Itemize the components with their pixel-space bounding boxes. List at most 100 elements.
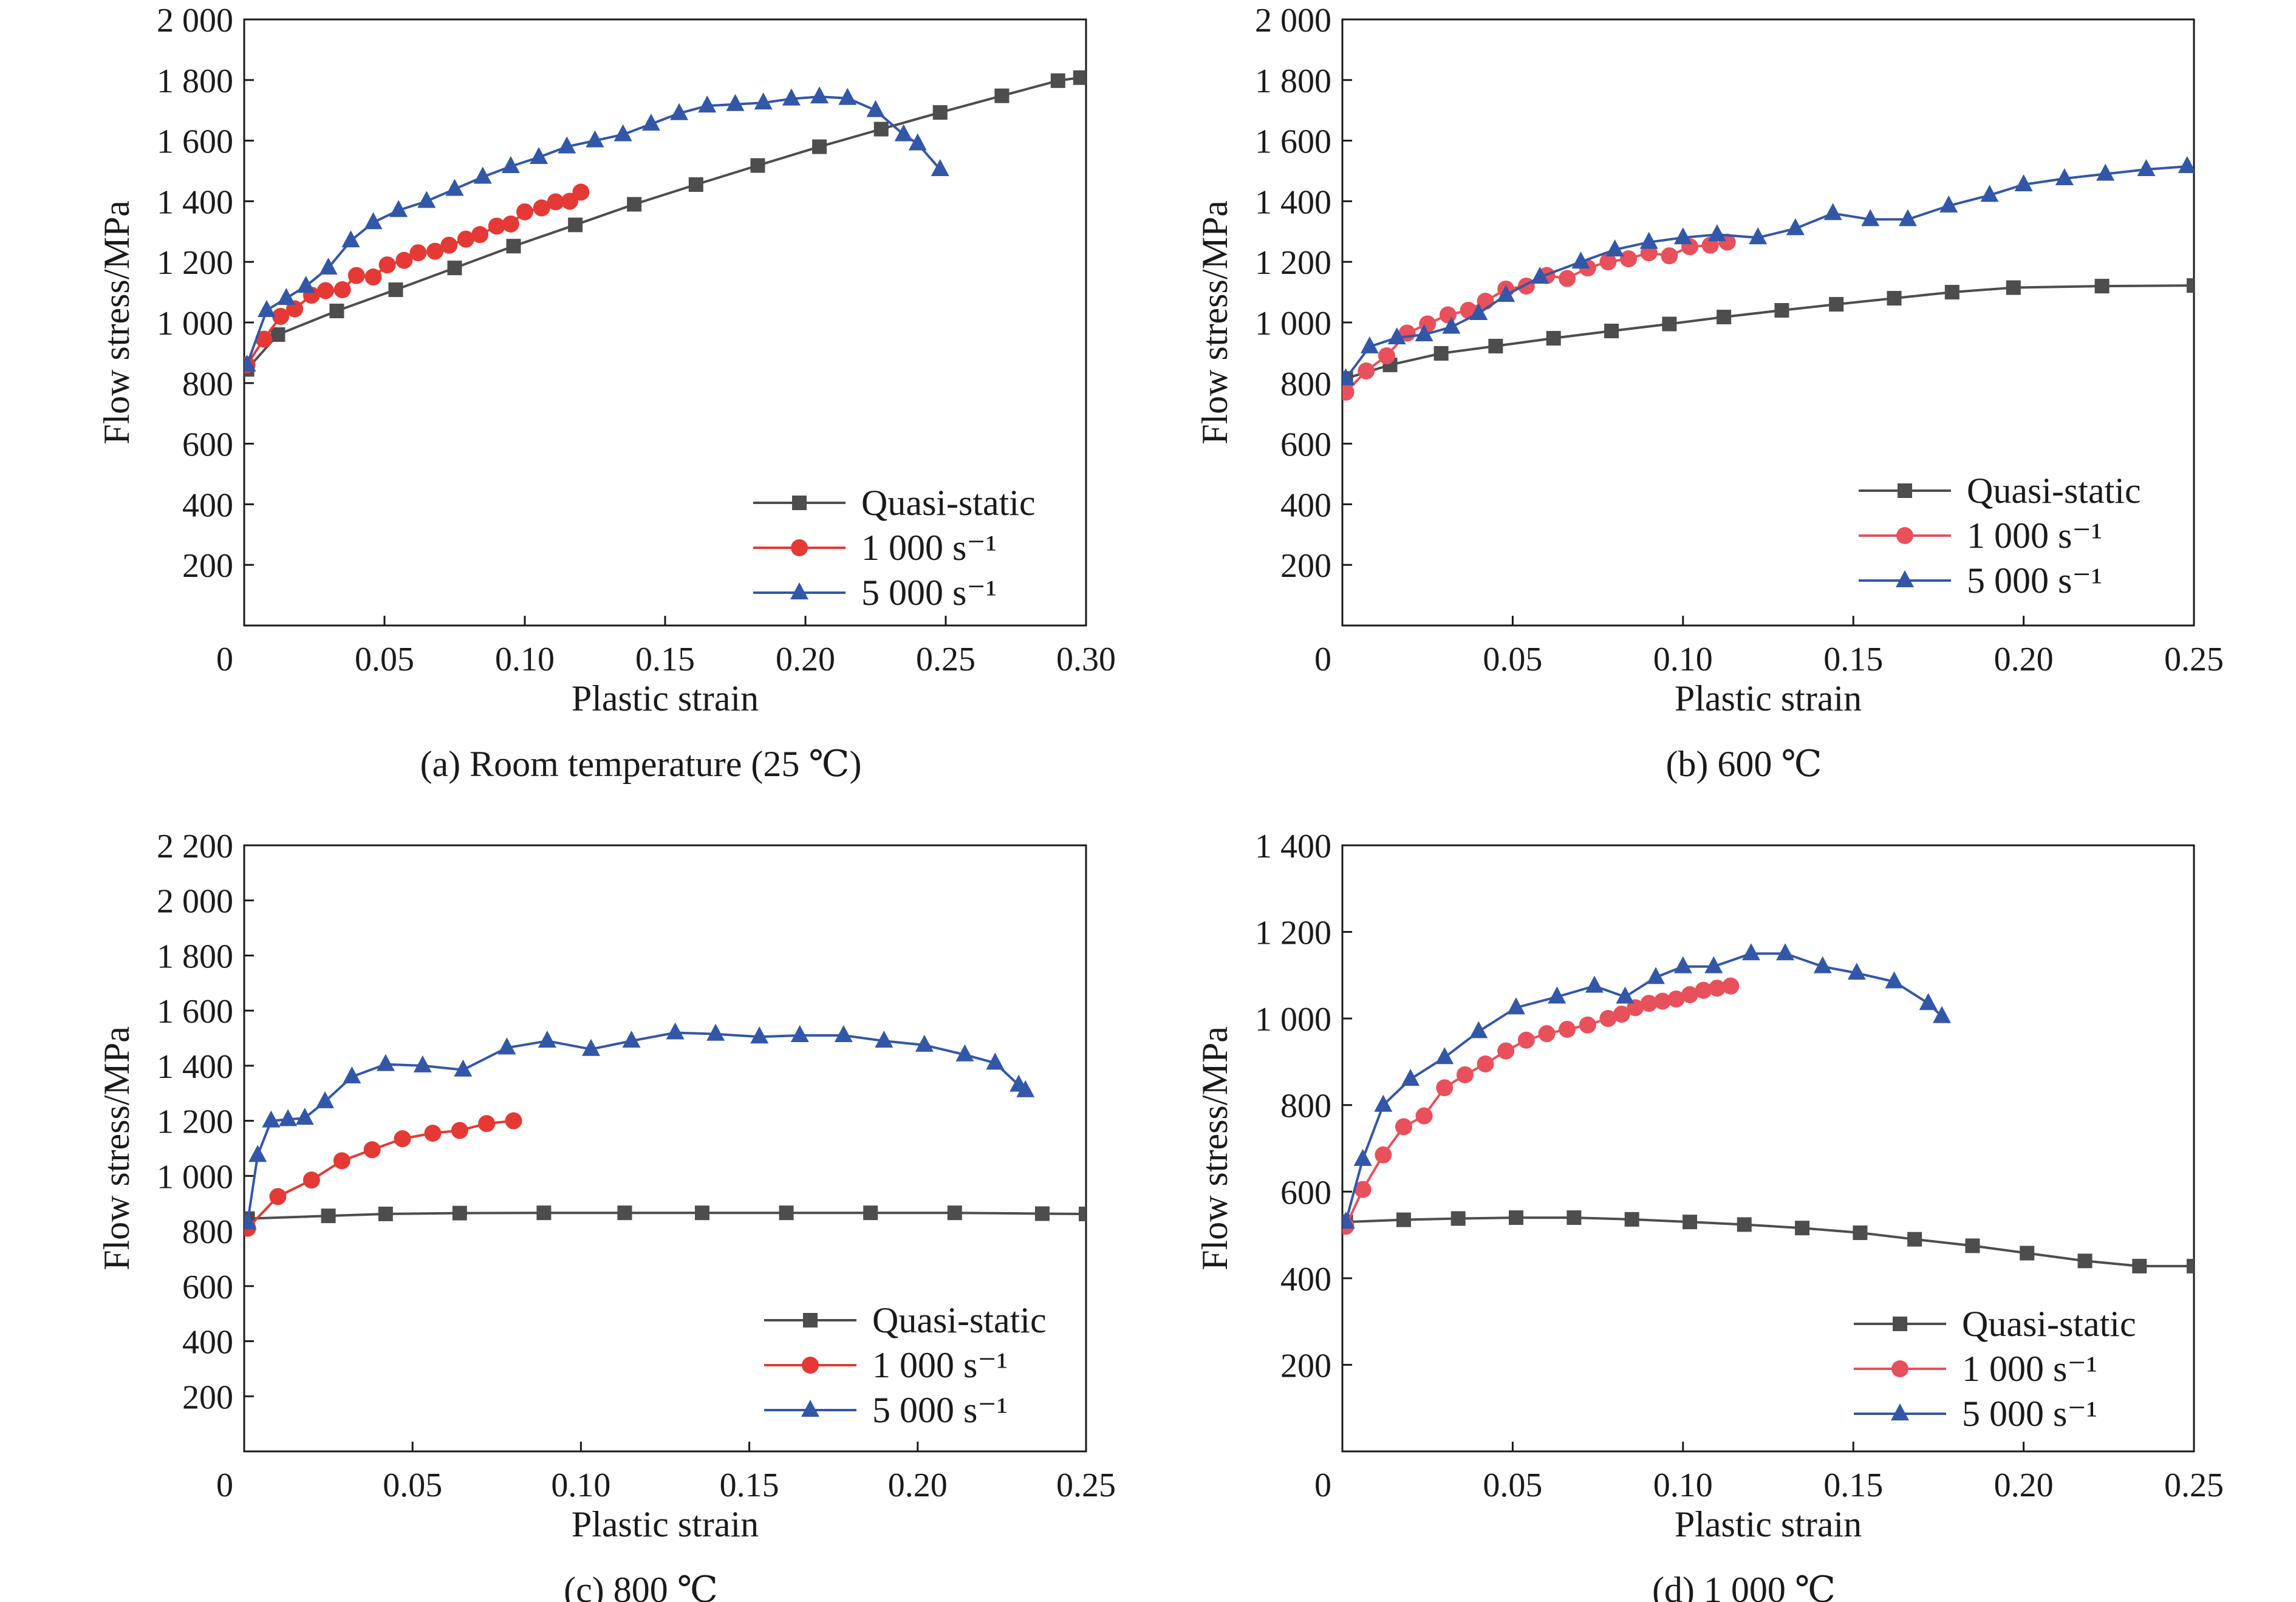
y-tick-label: 200 — [182, 1379, 233, 1416]
x-tick-label: 0.20 — [776, 641, 835, 678]
x-tick-label: 0 — [1314, 641, 1331, 678]
data-point-square — [1433, 346, 1449, 361]
data-point-triangle — [1898, 209, 1917, 227]
data-point-triangle — [726, 94, 745, 111]
data-point-triangle — [613, 124, 632, 141]
y-tick-label: 200 — [1280, 547, 1331, 585]
data-point-triangle — [670, 103, 689, 120]
data-point-square — [447, 261, 462, 276]
data-point-square — [1965, 1238, 1980, 1253]
data-point-circle — [1395, 1118, 1412, 1136]
legend-label: 5 000 s⁻¹ — [1962, 1394, 2097, 1434]
legend-label: 5 000 s⁻¹ — [872, 1390, 1008, 1430]
x-axis-label: Plastic strain — [572, 1504, 759, 1544]
x-tick-label: 0.10 — [551, 1467, 610, 1504]
y-tick-label: 400 — [1280, 1261, 1331, 1298]
data-point-square — [1887, 291, 1902, 306]
data-point-square — [1567, 1210, 1582, 1225]
y-tick-label: 1 200 — [157, 1103, 233, 1141]
data-point-circle — [364, 268, 382, 286]
data-point-triangle — [1885, 971, 1904, 989]
data-point-triangle — [1342, 368, 1355, 386]
data-point-square — [388, 282, 403, 298]
data-point-triangle — [1387, 327, 1406, 344]
legend-marker-square — [792, 496, 807, 510]
y-axis-label: Flow stress/MPa — [97, 1026, 137, 1270]
data-point-circle — [1620, 250, 1638, 268]
series-circle — [244, 1112, 522, 1237]
data-point-triangle — [2096, 163, 2115, 181]
data-point-triangle — [1980, 185, 1999, 202]
data-point-circle — [1415, 1107, 1433, 1125]
data-point-triangle — [257, 300, 276, 318]
y-tick-label: 200 — [182, 547, 233, 585]
data-point-triangle — [2178, 156, 2194, 174]
data-point-circle — [1378, 347, 1395, 364]
legend: Quasi-static 1 000 s⁻¹ 5 000 s⁻¹ — [753, 483, 1036, 613]
x-tick-label: 0 — [1314, 1467, 1331, 1504]
data-point-triangle — [834, 1025, 853, 1043]
data-point-triangle — [1919, 993, 1938, 1011]
data-point-circle — [302, 1171, 320, 1189]
data-point-square — [1624, 1212, 1639, 1227]
data-point-triangle — [1360, 336, 1379, 353]
data-point-square — [321, 1208, 336, 1224]
chart-panel-b: 200 400 600 800 1 000 1 200 1 400 1 600 1 800 2 0… — [1195, 2, 2224, 784]
legend-marker-circle — [802, 1357, 819, 1374]
x-tick-label: 0.30 — [1056, 641, 1116, 678]
x-tick-label: 0.15 — [1823, 641, 1883, 678]
x-tick-label: 0.25 — [2164, 641, 2224, 678]
panel-caption: (d) 1 000 ℃ — [1652, 1570, 1836, 1602]
data-point-triangle — [1016, 1080, 1035, 1097]
data-point-square — [1944, 285, 1959, 300]
series-line — [1344, 984, 1731, 1227]
data-point-circle — [269, 1188, 287, 1205]
y-tick-label: 1 600 — [157, 123, 233, 161]
data-point-triangle — [262, 1110, 281, 1128]
data-point-triangle — [1435, 1047, 1454, 1065]
data-point-square — [1683, 1215, 1698, 1230]
series-triangle — [1342, 156, 2194, 386]
data-point-square — [1717, 310, 1732, 325]
data-point-triangle — [1497, 285, 1515, 302]
x-tick-label: 0 — [216, 1467, 233, 1504]
data-point-square — [2020, 1246, 2035, 1261]
y-tick-label: 1 400 — [1255, 183, 1331, 221]
series-line — [245, 95, 941, 366]
x-tick-label: 0.20 — [888, 1467, 948, 1504]
y-tick-label: 800 — [182, 366, 233, 403]
data-point-square — [1604, 323, 1619, 338]
data-point-square — [1795, 1221, 1810, 1236]
series-circle — [1342, 977, 1740, 1235]
data-point-triangle — [497, 1037, 516, 1055]
series-line — [246, 76, 1081, 370]
legend-label: 1 000 s⁻¹ — [1962, 1349, 2097, 1389]
series-square — [1342, 1210, 2194, 1273]
data-point-circle — [1456, 1066, 1474, 1083]
y-tick-label: 2 000 — [157, 2, 233, 39]
data-point-square — [1073, 70, 1086, 85]
panel-caption: (a) Room temperature (25 ℃) — [420, 744, 862, 784]
data-point-circle — [1439, 306, 1457, 324]
series-triangle — [244, 1022, 1035, 1230]
data-point-triangle — [1415, 324, 1433, 341]
data-point-triangle — [1813, 956, 1832, 973]
plot-frame — [1341, 844, 2195, 1453]
y-tick-label: 1 200 — [1255, 244, 1331, 282]
x-tick-label: 0.25 — [2164, 1467, 2224, 1504]
data-point-circle — [478, 1115, 496, 1133]
data-point-triangle — [295, 1108, 314, 1125]
series-line — [247, 1119, 514, 1229]
data-point-triangle — [558, 136, 576, 154]
x-tick-label: 0.05 — [1483, 1467, 1542, 1504]
data-point-square — [536, 1205, 552, 1221]
x-tick-label: 0.20 — [1994, 1467, 2054, 1504]
data-point-square — [1396, 1212, 1411, 1227]
y-tick-label: 1 800 — [157, 938, 233, 975]
data-point-circle — [347, 267, 365, 284]
data-point-triangle — [1707, 224, 1726, 242]
chart-panel-c: 200 400 600 800 1 000 1 200 1 400 1 600 1 800 2 0… — [97, 828, 1116, 1602]
data-point-triangle — [1342, 1212, 1355, 1229]
legend: Quasi-static 1 000 s⁻¹ 5 000 s⁻¹ — [1854, 1304, 2136, 1434]
data-point-triangle — [1673, 956, 1692, 973]
